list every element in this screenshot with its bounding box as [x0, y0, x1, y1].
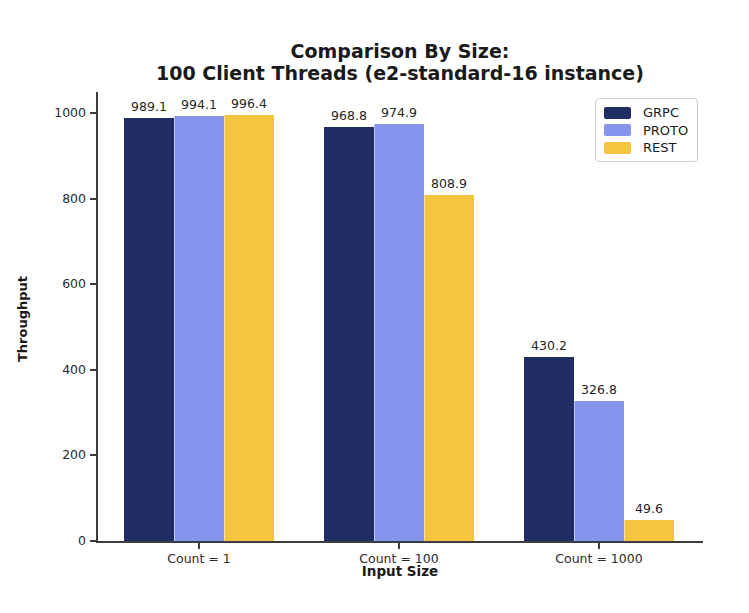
- legend-item-rest: REST: [604, 141, 689, 154]
- bar-proto-group-1: [174, 116, 224, 541]
- bar-value-label: 430.2: [514, 338, 584, 353]
- y-tick-mark: [90, 454, 96, 456]
- legend-item-proto: PROTO: [604, 124, 689, 137]
- y-tick-mark: [90, 369, 96, 371]
- chart-title-line-2: 100 Client Threads (e2-standard-16 insta…: [98, 62, 702, 84]
- bar-rest-group-3: [624, 520, 674, 541]
- bar-value-label: 326.8: [564, 382, 634, 397]
- y-axis-label-text: Throughput: [15, 276, 30, 362]
- bar-grpc-group-2: [324, 127, 374, 541]
- legend-label: GRPC: [643, 106, 679, 119]
- bar-rest-group-1: [224, 115, 274, 541]
- y-axis-line: [96, 92, 98, 542]
- bar-value-label: 808.9: [414, 176, 484, 191]
- bar-rest-group-2: [424, 195, 474, 541]
- legend: GRPC PROTO REST: [595, 98, 698, 162]
- y-tick-mark: [90, 198, 96, 200]
- x-tick-label: Count = 1: [129, 551, 269, 566]
- y-tick-label: 1000: [42, 105, 86, 120]
- bar-value-label: 49.6: [614, 501, 684, 516]
- bar-value-label: 974.9: [364, 105, 434, 120]
- legend-label: PROTO: [643, 124, 688, 137]
- legend-item-grpc: GRPC: [604, 106, 689, 119]
- y-tick-mark: [90, 112, 96, 114]
- x-tick-label: Count = 1000: [529, 551, 669, 566]
- bar-chart-figure: Comparison By Size: 100 Client Threads (…: [0, 0, 749, 613]
- legend-swatch-proto: [604, 124, 631, 136]
- y-tick-label: 0: [42, 533, 86, 548]
- bar-grpc-group-1: [124, 118, 174, 541]
- y-tick-label: 600: [42, 276, 86, 291]
- bar-value-label: 996.4: [214, 96, 284, 111]
- y-tick-label: 400: [42, 362, 86, 377]
- y-tick-label: 200: [42, 447, 86, 462]
- x-tick-mark: [598, 543, 600, 549]
- y-tick-mark: [90, 283, 96, 285]
- bar-proto-group-3: [574, 401, 624, 541]
- x-tick-label: Count = 100: [329, 551, 469, 566]
- y-tick-mark: [90, 540, 96, 542]
- legend-swatch-grpc: [604, 107, 631, 119]
- x-tick-mark: [398, 543, 400, 549]
- x-tick-mark: [198, 543, 200, 549]
- y-tick-label: 800: [42, 191, 86, 206]
- chart-title: Comparison By Size: 100 Client Threads (…: [98, 40, 702, 84]
- chart-title-line-1: Comparison By Size:: [98, 40, 702, 62]
- legend-label: REST: [643, 141, 676, 154]
- legend-swatch-rest: [604, 142, 631, 154]
